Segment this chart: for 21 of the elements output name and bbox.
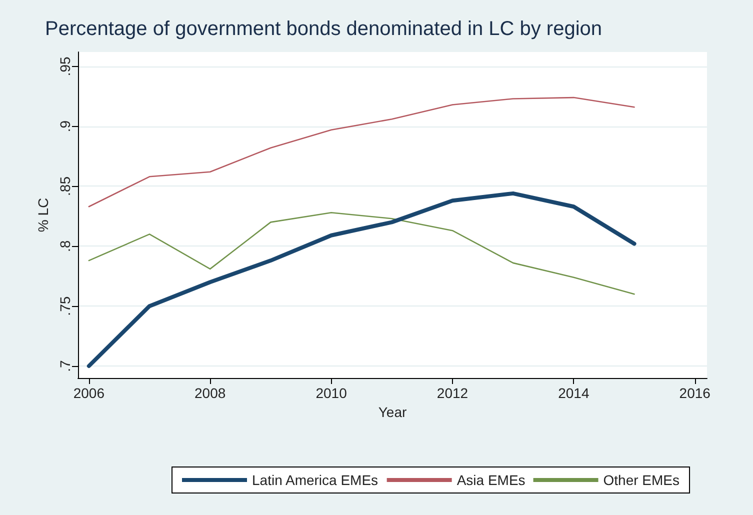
x-tick-label: 2010 [316,385,348,401]
line-series [88,212,635,295]
y-tick-label: .85 [57,176,73,196]
y-tick-label: .75 [57,296,73,316]
chart-title: Percentage of government bonds denominated in LC by region [45,18,602,40]
y-tick-label: .95 [57,56,73,76]
y-tick-label: .7 [57,360,73,372]
line-series [86,191,636,368]
y-tick-label: .8 [57,240,73,252]
x-tick-label: 2016 [679,385,711,401]
legend-label: Latin America EMEs [252,472,378,488]
x-tick-label: 2008 [194,385,226,401]
legend-label: Other EMEs [603,472,680,488]
y-axis-title: % LC [35,198,51,232]
x-tick-label: 2012 [436,385,468,401]
y-tick-label: .9 [57,120,73,132]
line-series [88,96,635,208]
x-tick-label: 2006 [73,385,105,401]
legend-label: Asia EMEs [456,472,526,488]
x-axis-title: Year [378,404,407,420]
x-tick-label: 2014 [558,385,590,401]
